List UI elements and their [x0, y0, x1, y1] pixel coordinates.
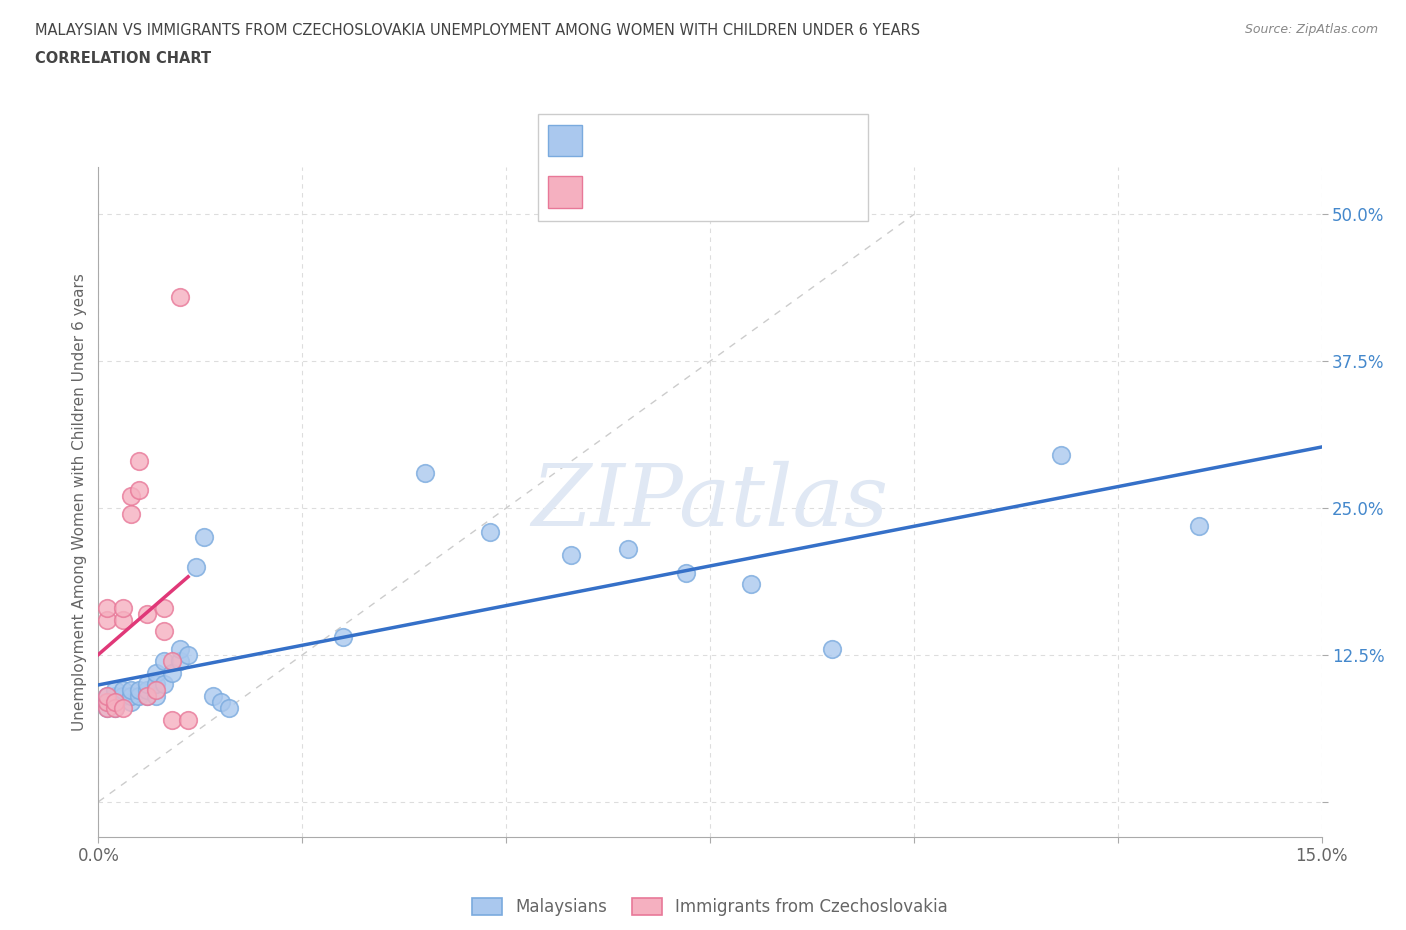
Point: [120, 695, 142, 710]
Point: [332, 630, 354, 644]
Point: [740, 577, 762, 591]
Point: [675, 565, 697, 580]
Point: [104, 700, 127, 715]
Point: [209, 695, 232, 710]
Point: [169, 642, 191, 657]
Point: [96, 688, 118, 703]
Point: [152, 677, 174, 692]
Text: MALAYSIAN VS IMMIGRANTS FROM CZECHOSLOVAKIA UNEMPLOYMENT AMONG WOMEN WITH CHILDR: MALAYSIAN VS IMMIGRANTS FROM CZECHOSLOVA…: [35, 23, 921, 38]
Point: [160, 665, 183, 680]
Point: [120, 507, 142, 522]
Text: R =  0.669   N = 23: R = 0.669 N = 23: [595, 182, 817, 202]
Point: [136, 677, 159, 692]
Point: [120, 688, 142, 703]
Text: Source: ZipAtlas.com: Source: ZipAtlas.com: [1244, 23, 1378, 36]
Point: [186, 559, 208, 574]
Point: [128, 483, 150, 498]
Point: [111, 688, 134, 703]
Point: [104, 688, 127, 703]
Point: [160, 654, 183, 669]
Point: [201, 688, 224, 703]
Point: [1188, 518, 1211, 533]
Point: [96, 700, 118, 715]
Point: [120, 489, 142, 504]
Point: [111, 683, 134, 698]
Point: [152, 601, 174, 616]
Point: [560, 548, 582, 563]
Point: [96, 612, 118, 627]
Point: [136, 688, 159, 703]
Point: [145, 677, 167, 692]
Y-axis label: Unemployment Among Women with Children Under 6 years: Unemployment Among Women with Children U…: [72, 273, 87, 731]
Text: R =  0.611   N = 40: R = 0.611 N = 40: [595, 130, 817, 151]
Point: [136, 688, 159, 703]
Text: ZIPatlas: ZIPatlas: [531, 461, 889, 543]
Point: [160, 712, 183, 727]
Point: [152, 624, 174, 639]
Point: [111, 601, 134, 616]
Point: [821, 642, 844, 657]
Legend: Malaysians, Immigrants from Czechoslovakia: Malaysians, Immigrants from Czechoslovak…: [465, 891, 955, 923]
Point: [145, 688, 167, 703]
Point: [145, 683, 167, 698]
Point: [169, 289, 191, 304]
Point: [218, 700, 240, 715]
Point: [111, 612, 134, 627]
Point: [152, 654, 174, 669]
Point: [96, 601, 118, 616]
Point: [193, 530, 215, 545]
Point: [478, 525, 501, 539]
Point: [104, 700, 127, 715]
Point: [96, 688, 118, 703]
Point: [96, 695, 118, 710]
Point: [145, 665, 167, 680]
Point: [169, 654, 191, 669]
FancyBboxPatch shape: [537, 113, 869, 221]
Point: [96, 695, 118, 710]
Point: [120, 683, 142, 698]
Point: [111, 700, 134, 715]
Point: [104, 695, 127, 710]
Point: [617, 542, 640, 557]
Point: [128, 688, 150, 703]
Point: [136, 683, 159, 698]
Point: [413, 465, 436, 480]
Point: [177, 647, 200, 662]
Point: [128, 683, 150, 698]
Point: [1049, 447, 1071, 462]
Point: [96, 700, 118, 715]
Point: [104, 683, 127, 698]
Point: [177, 712, 200, 727]
Point: [136, 606, 159, 621]
Text: CORRELATION CHART: CORRELATION CHART: [35, 51, 211, 66]
Point: [128, 454, 150, 469]
FancyBboxPatch shape: [548, 125, 582, 156]
FancyBboxPatch shape: [548, 177, 582, 207]
